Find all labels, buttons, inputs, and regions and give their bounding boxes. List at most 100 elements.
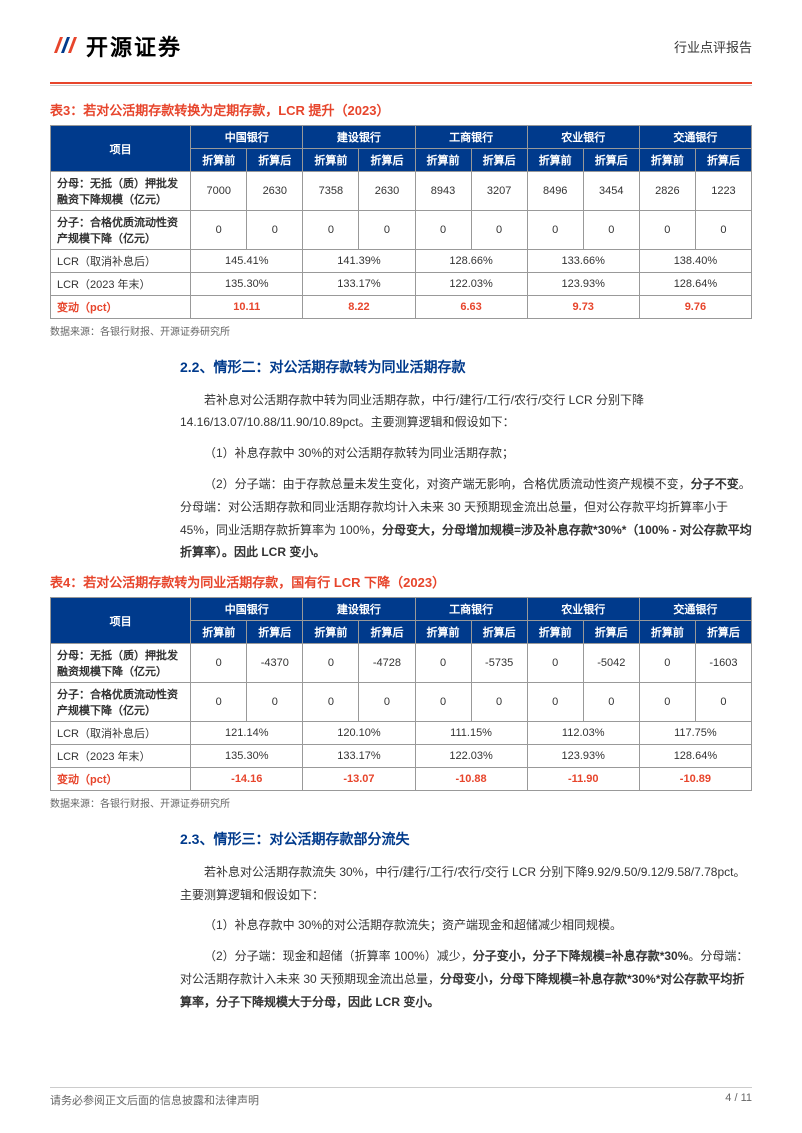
table-row: 分子：合格优质流动性资产规模下降（亿元）0000000000: [51, 683, 752, 722]
cell: 0: [583, 683, 639, 722]
table4-th-bank1: 建设银行: [303, 598, 415, 621]
sub-th: 折算前: [639, 621, 695, 644]
s22-p1: 若补息对公活期存款中转为同业活期存款，中行/建行/工行/农行/交行 LCR 分别…: [180, 389, 752, 435]
sub-th: 折算后: [695, 149, 751, 172]
cell: 3454: [583, 172, 639, 211]
cell: 138.40%: [639, 250, 751, 273]
cell: 0: [191, 644, 247, 683]
sub-th: 折算前: [527, 621, 583, 644]
cell: 0: [303, 644, 359, 683]
table4-th-bank0: 中国银行: [191, 598, 303, 621]
table-row: LCR（2023 年末）135.30%133.17%122.03%123.93%…: [51, 273, 752, 296]
table3-th-item: 项目: [51, 126, 191, 172]
table3-title: 表3：若对公活期存款转换为定期存款，LCR 提升（2023）: [50, 100, 752, 119]
sub-th: 折算前: [415, 149, 471, 172]
sub-th: 折算后: [247, 149, 303, 172]
s22-p3: （2）分子端：由于存款总量未发生变化，对资产端无影响，合格优质流动性资产规模不变…: [180, 473, 752, 564]
table3-th-bank0: 中国银行: [191, 126, 303, 149]
row-name: LCR（取消补息后）: [51, 722, 191, 745]
cell: 0: [695, 211, 751, 250]
cell: 0: [527, 683, 583, 722]
s23-p3: （2）分子端：现金和超储（折算率 100%）减少，分子变小，分子下降规模=补息存…: [180, 945, 752, 1013]
row-name: 分子：合格优质流动性资产规模下降（亿元）: [51, 211, 191, 250]
cell: 141.39%: [303, 250, 415, 273]
cell: 2826: [639, 172, 695, 211]
sub-th: 折算后: [359, 149, 415, 172]
sub-th: 折算前: [415, 621, 471, 644]
cell: 123.93%: [527, 273, 639, 296]
report-type: 行业点评报告: [674, 37, 752, 56]
cell: -5735: [471, 644, 527, 683]
cell: 0: [639, 683, 695, 722]
cell: 0: [471, 211, 527, 250]
sub-th: 折算前: [303, 149, 359, 172]
table3: 项目 中国银行 建设银行 工商银行 农业银行 交通银行 折算前折算后折算前折算后…: [50, 125, 752, 319]
row-name: 分母：无抵（质）押批发融资规模下降（亿元）: [51, 644, 191, 683]
cell: 122.03%: [415, 273, 527, 296]
table3-th-bank1: 建设银行: [303, 126, 415, 149]
table4-title: 表4：若对公活期存款转为同业活期存款，国有行 LCR 下降（2023）: [50, 572, 752, 591]
cell: 128.64%: [639, 745, 751, 768]
cell: 6.63: [415, 296, 527, 319]
cell: 2630: [359, 172, 415, 211]
cell: -11.90: [527, 768, 639, 791]
cell: 112.03%: [527, 722, 639, 745]
sub-th: 折算后: [247, 621, 303, 644]
page-footer: 请务必参阅正文后面的信息披露和法律声明 4 / 11: [50, 1087, 752, 1108]
s22-p2: （1）补息存款中 30%的对公活期存款转为同业活期存款；: [180, 442, 752, 465]
page-header: 开源证券 行业点评报告: [50, 30, 752, 62]
sub-th: 折算后: [359, 621, 415, 644]
cell: -10.88: [415, 768, 527, 791]
cell: 0: [471, 683, 527, 722]
cell: 117.75%: [639, 722, 751, 745]
table-row: 分子：合格优质流动性资产规模下降（亿元）0000000000: [51, 211, 752, 250]
table-row: 分母：无抵（质）押批发融资规模下降（亿元）0-43700-47280-57350…: [51, 644, 752, 683]
cell: 0: [303, 683, 359, 722]
row-name: 变动（pct）: [51, 296, 191, 319]
table4-source: 数据来源：各银行财报、开源证券研究所: [50, 795, 752, 810]
cell: 2630: [247, 172, 303, 211]
sub-th: 折算前: [527, 149, 583, 172]
cell: 3207: [471, 172, 527, 211]
table3-th-bank4: 交通银行: [639, 126, 751, 149]
cell: 0: [247, 211, 303, 250]
footer-page-number: 4 / 11: [725, 1092, 752, 1108]
logo-icon: [50, 31, 80, 61]
s23-p1: 若补息对公活期存款流失 30%，中行/建行/工行/农行/交行 LCR 分别下降9…: [180, 861, 752, 907]
cell: 1223: [695, 172, 751, 211]
row-name: 分子：合格优质流动性资产规模下降（亿元）: [51, 683, 191, 722]
cell: 0: [303, 211, 359, 250]
cell: 0: [639, 211, 695, 250]
header-divider-red: [50, 82, 752, 84]
cell: 120.10%: [303, 722, 415, 745]
table4-th-bank2: 工商银行: [415, 598, 527, 621]
cell: -4370: [247, 644, 303, 683]
cell: 0: [583, 211, 639, 250]
cell: 128.66%: [415, 250, 527, 273]
section-2-2-heading: 2.2、情形二：对公活期存款转为同业活期存款: [180, 354, 752, 381]
cell: -14.16: [191, 768, 303, 791]
table-row: 分母：无抵（质）押批发融资下降规模（亿元）7000263073582630894…: [51, 172, 752, 211]
sub-th: 折算后: [471, 149, 527, 172]
cell: 8496: [527, 172, 583, 211]
cell: 123.93%: [527, 745, 639, 768]
row-name: 变动（pct）: [51, 768, 191, 791]
company-logo: 开源证券: [50, 30, 182, 62]
cell: 0: [359, 683, 415, 722]
cell: 145.41%: [191, 250, 303, 273]
section-2-3: 2.3、情形三：对公活期存款部分流失 若补息对公活期存款流失 30%，中行/建行…: [180, 826, 752, 1013]
row-name: LCR（2023 年末）: [51, 273, 191, 296]
cell: 121.14%: [191, 722, 303, 745]
table-row: 变动（pct）-14.16-13.07-10.88-11.90-10.89: [51, 768, 752, 791]
row-name: LCR（取消补息后）: [51, 250, 191, 273]
cell: -10.89: [639, 768, 751, 791]
cell: 9.76: [639, 296, 751, 319]
s23-p2: （1）补息存款中 30%的对公活期存款流失；资产端现金和超储减少相同规模。: [180, 914, 752, 937]
sub-th: 折算前: [639, 149, 695, 172]
table3-th-bank3: 农业银行: [527, 126, 639, 149]
cell: 135.30%: [191, 745, 303, 768]
cell: 122.03%: [415, 745, 527, 768]
table-row: LCR（取消补息后）121.14%120.10%111.15%112.03%11…: [51, 722, 752, 745]
cell: 0: [415, 644, 471, 683]
cell: 8.22: [303, 296, 415, 319]
